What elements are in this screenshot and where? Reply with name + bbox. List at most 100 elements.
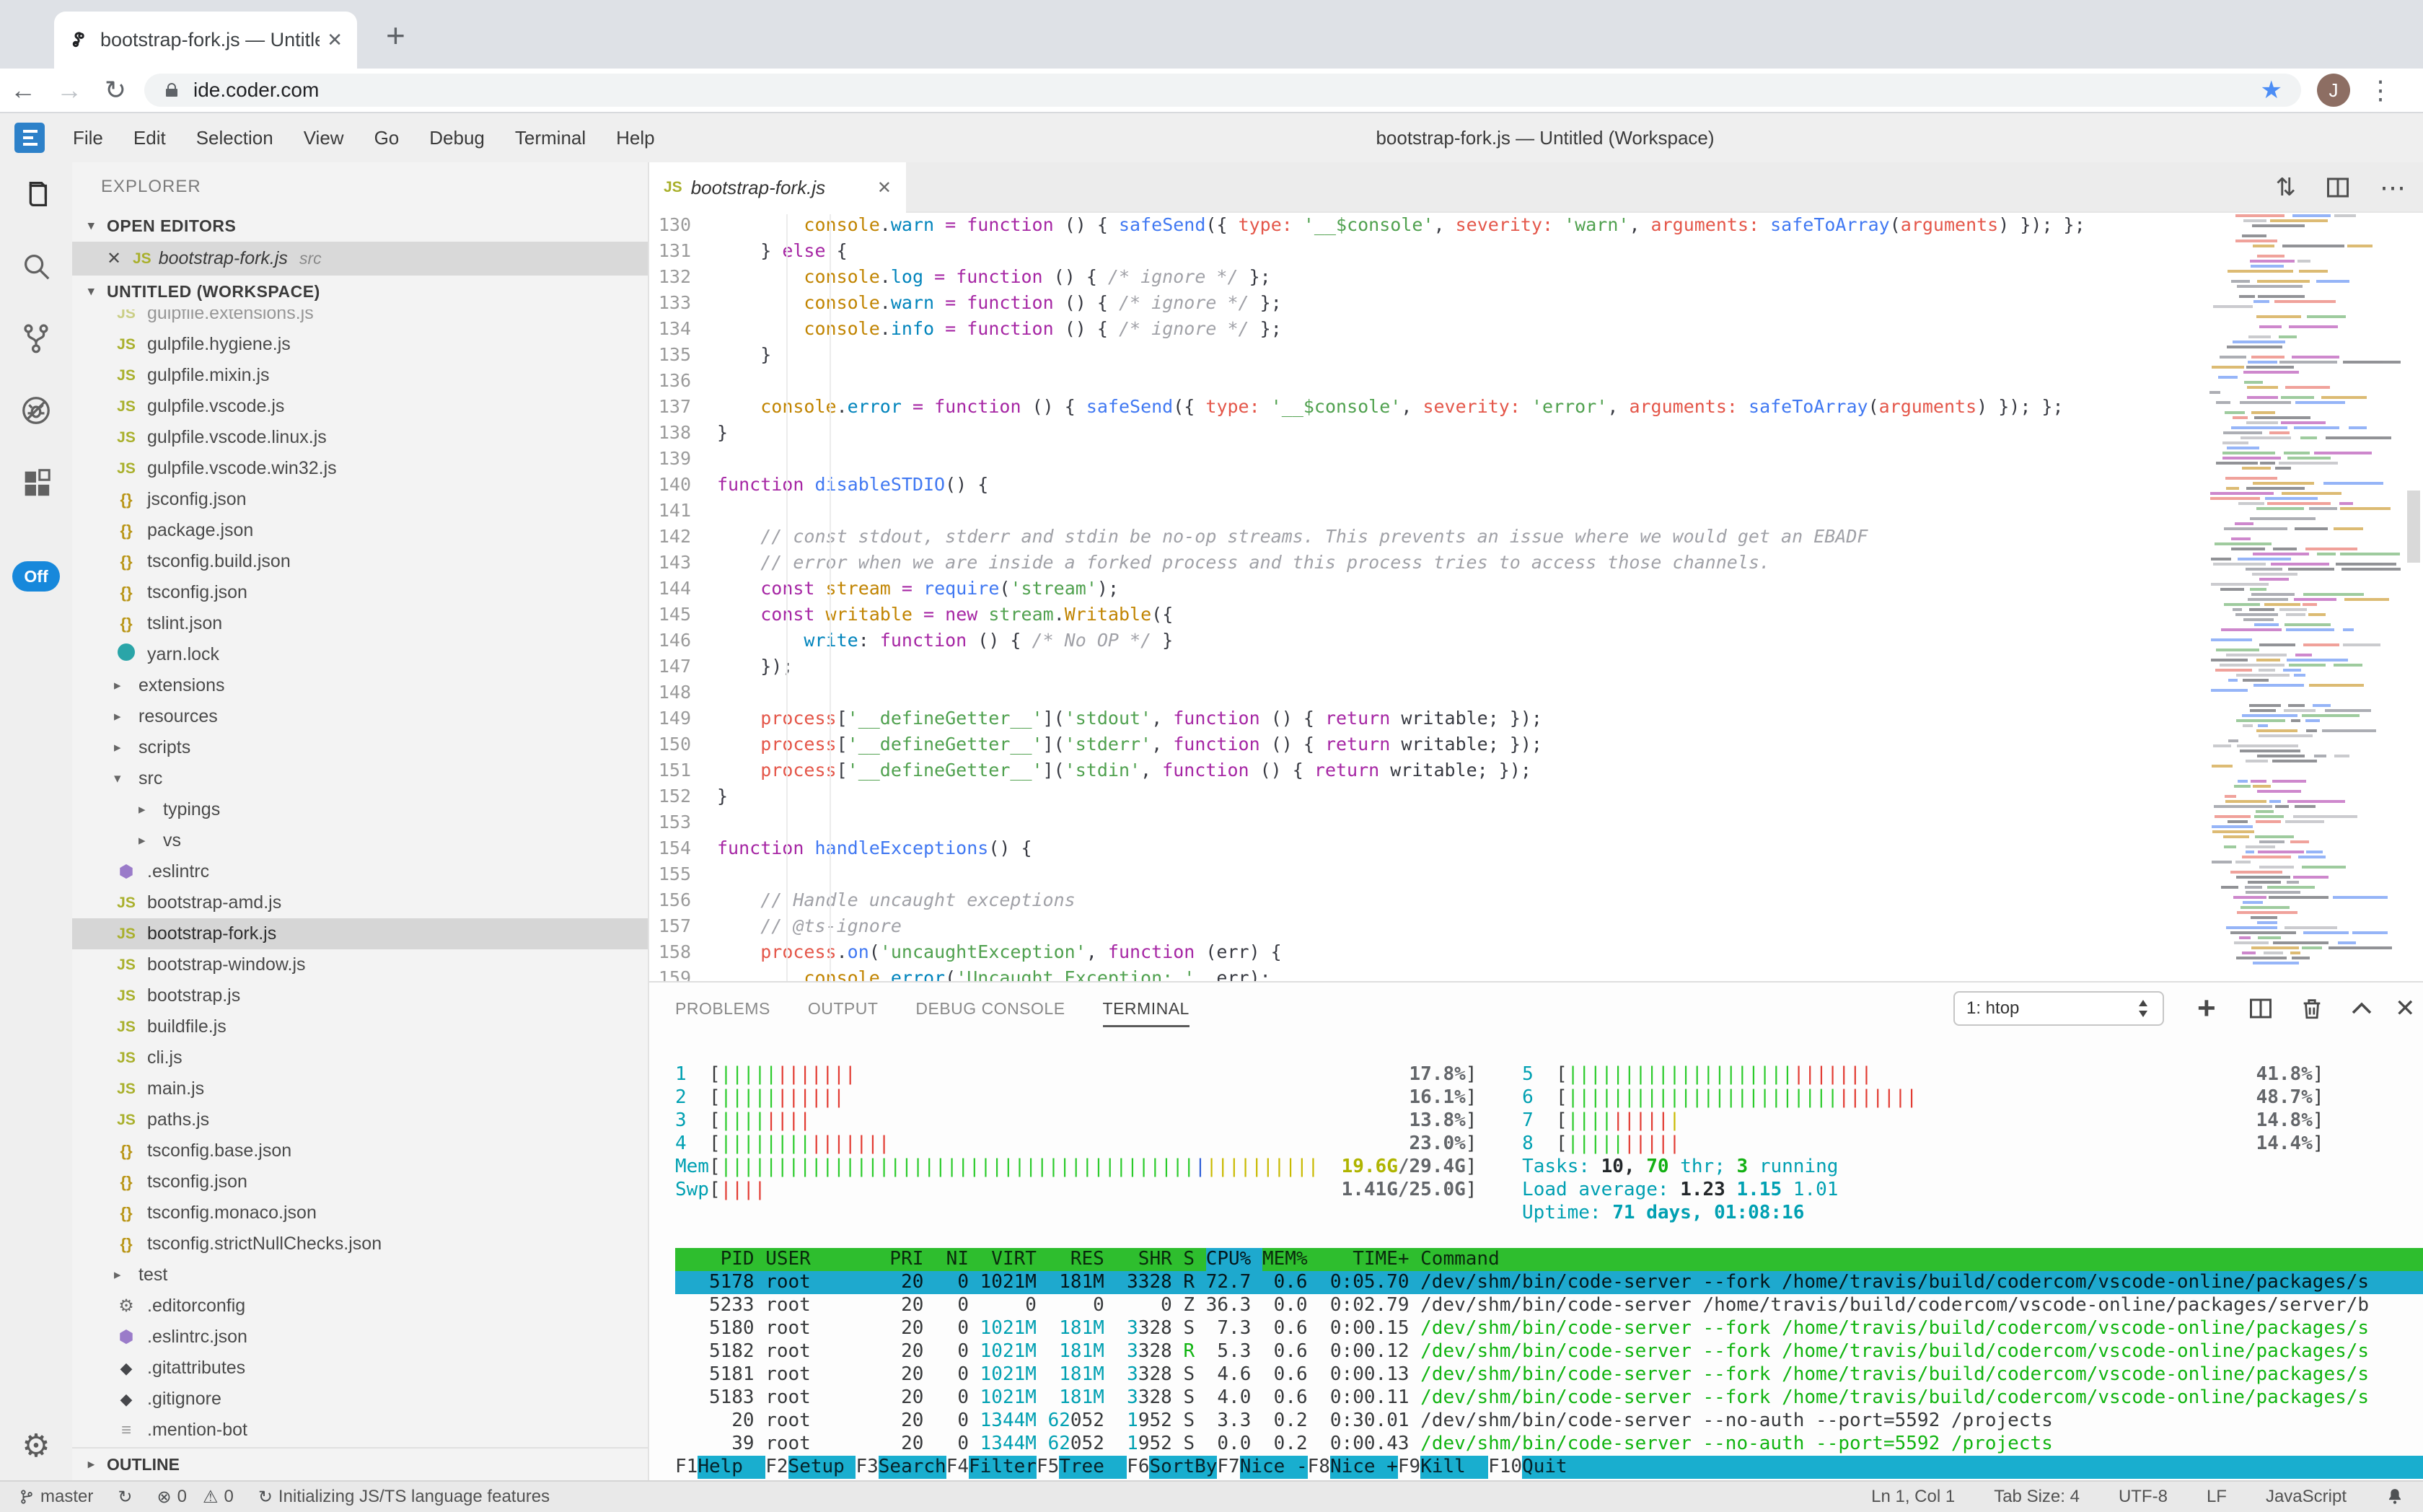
file-tree-item-.gitattributes[interactable]: ◆ .gitattributes <box>72 1353 648 1384</box>
debug-disabled-icon[interactable] <box>0 392 72 429</box>
file-tree-item-tsconfig.monaco.json[interactable]: {} tsconfig.monaco.json <box>72 1197 648 1228</box>
switch-editor-icon[interactable]: ⇅ <box>2275 174 2297 201</box>
file-tree-item-gulpfile.vscode.linux.js[interactable]: JS gulpfile.vscode.linux.js <box>72 422 648 453</box>
code-editor[interactable]: 130 console. warn = function () { safeSen… <box>649 214 2423 981</box>
source-control-icon[interactable] <box>0 320 72 357</box>
browser-menu-icon[interactable]: ⋮ <box>2367 75 2393 105</box>
file-tree-item-buildfile.js[interactable]: JS buildfile.js <box>72 1011 648 1042</box>
file-tree-item-bootstrap.js[interactable]: JS bootstrap.js <box>72 980 648 1011</box>
eol[interactable]: LF <box>2206 1487 2227 1506</box>
terminal-select[interactable]: 1: htop <box>1953 991 2164 1026</box>
code-line-132: 132 console. log = function () { /* ignor… <box>658 266 1271 287</box>
file-tree-item-.mention-bot[interactable]: ≡ .mention-bot <box>72 1415 648 1446</box>
file-tree-item-bootstrap-fork.js[interactable]: JS bootstrap-fork.js <box>72 918 648 949</box>
file-tree-item-cli.js[interactable]: JS cli.js <box>72 1042 648 1073</box>
file-tree-item-gulpfile.mixin.js[interactable]: JS gulpfile.mixin.js <box>72 360 648 391</box>
file-tree-item-test[interactable]: ▸ test <box>72 1260 648 1291</box>
menu-item-terminal[interactable]: Terminal <box>514 126 586 149</box>
language-mode[interactable]: JavaScript <box>2265 1487 2347 1506</box>
menu-item-file[interactable]: File <box>73 126 103 149</box>
kill-terminal-trash-icon[interactable] <box>2300 983 2324 1034</box>
menu-item-view[interactable]: View <box>303 126 344 149</box>
url-text: ide.coder.com <box>193 79 320 101</box>
cursor-position[interactable]: Ln 1, Col 1 <box>1871 1487 1956 1506</box>
file-tree-item-.eslintrc[interactable]: ⬢ .eslintrc <box>72 856 648 887</box>
encoding[interactable]: UTF-8 <box>2118 1487 2168 1506</box>
extensions-icon[interactable] <box>0 464 72 501</box>
close-panel-icon[interactable]: ✕ <box>2395 995 2416 1022</box>
branch-indicator[interactable]: master <box>19 1487 93 1507</box>
browser-tab[interactable]: bootstrap-fork.js — Untitled (V ✕ <box>54 12 357 69</box>
minimap[interactable] <box>2207 214 2409 977</box>
file-tree-item-tsconfig.json[interactable]: {} tsconfig.json <box>72 1166 648 1197</box>
file-tree-item-tslint.json[interactable]: {} tslint.json <box>72 608 648 639</box>
split-terminal-icon[interactable] <box>2248 983 2274 1034</box>
file-tree-item-gulpfile.vscode.js[interactable]: JS gulpfile.vscode.js <box>72 391 648 422</box>
open-editors-header[interactable]: ▾ OPEN EDITORS <box>88 216 237 235</box>
panel-tab-problems[interactable]: PROBLEMS <box>675 998 770 1018</box>
file-tree-item-package.json[interactable]: {} package.json <box>72 515 648 546</box>
file-tree-item-gulpfile.extensions.js[interactable]: JS gulpfile.extensions.js <box>72 309 648 329</box>
tab-close-icon[interactable]: ✕ <box>327 29 343 50</box>
bookmark-star-icon[interactable]: ★ <box>2260 76 2282 104</box>
workspace-header[interactable]: ▾ UNTITLED (WORKSPACE) <box>88 281 320 301</box>
off-badge[interactable]: Off <box>12 561 60 592</box>
file-tree-item-typings[interactable]: ▸ typings <box>72 794 648 825</box>
file-tree-item-bootstrap-window.js[interactable]: JS bootstrap-window.js <box>72 949 648 980</box>
tab-size[interactable]: Tab Size: 4 <box>1994 1487 2080 1506</box>
file-tree-item-.gitignore[interactable]: ◆ .gitignore <box>72 1384 648 1415</box>
problems-indicator[interactable]: ⊗ 0 ⚠ 0 <box>157 1487 234 1507</box>
language-status[interactable]: ↻ Initializing JS/TS language features <box>258 1487 550 1507</box>
file-tree-item-tsconfig.strictNullChecks.json[interactable]: {} tsconfig.strictNullChecks.json <box>72 1228 648 1260</box>
file-tree-item-resources[interactable]: ▸ resources <box>72 701 648 732</box>
panel-tab-terminal[interactable]: TERMINAL <box>1102 998 1190 1027</box>
menu-item-help[interactable]: Help <box>616 126 655 149</box>
bell-icon[interactable] <box>2385 1487 2404 1507</box>
panel-tab-debug-console[interactable]: DEBUG CONSOLE <box>915 998 1065 1018</box>
terminal[interactable]: 1 [||||| ||||||| 17.8%] 5 [||||||||||||||… <box>675 1063 2423 1479</box>
editor-tab[interactable]: JS bootstrap-fork.js ✕ <box>649 162 906 213</box>
file-tree-item-vs[interactable]: ▸ vs <box>72 825 648 856</box>
sync-button[interactable]: ↻ <box>118 1487 132 1508</box>
new-terminal-icon[interactable]: + <box>2197 990 2216 1026</box>
address-bar[interactable]: ide.coder.com ★ <box>144 74 2301 107</box>
editor-scrollbar[interactable] <box>2407 491 2420 563</box>
close-icon[interactable]: ✕ <box>107 249 122 268</box>
file-tree-item-bootstrap-amd.js[interactable]: JS bootstrap-amd.js <box>72 887 648 918</box>
file-tree-item-.eslintrc.json[interactable]: ⬢ .eslintrc.json <box>72 1322 648 1353</box>
reload-icon[interactable]: ↻ <box>104 75 127 105</box>
forward-icon[interactable]: → <box>56 75 82 105</box>
search-icon[interactable] <box>0 247 72 285</box>
tab-close-icon[interactable]: ✕ <box>876 177 892 198</box>
back-icon[interactable]: ← <box>10 75 36 105</box>
menu-item-debug[interactable]: Debug <box>429 126 485 149</box>
new-tab-button[interactable]: + <box>386 17 405 54</box>
split-editor-icon[interactable] <box>2325 175 2351 201</box>
file-tree-item-.editorconfig[interactable]: ⚙ .editorconfig <box>72 1291 648 1322</box>
menu-item-selection[interactable]: Selection <box>195 126 273 149</box>
file-tree-item-jsconfig.json[interactable]: {} jsconfig.json <box>72 484 648 515</box>
file-tree-item-scripts[interactable]: ▸ scripts <box>72 732 648 763</box>
menu-item-go[interactable]: Go <box>374 126 400 149</box>
file-tree-item-tsconfig.build.json[interactable]: {} tsconfig.build.json <box>72 546 648 577</box>
outline-section[interactable]: ▸ OUTLINE <box>72 1447 648 1480</box>
file-tree-item-tsconfig.json[interactable]: {} tsconfig.json <box>72 577 648 608</box>
file-tree-item-gulpfile.hygiene.js[interactable]: JS gulpfile.hygiene.js <box>72 329 648 360</box>
explorer-icon[interactable] <box>0 175 72 213</box>
open-editor-item[interactable]: ✕ JS bootstrap-fork.js src <box>72 242 648 276</box>
file-tree-item-src[interactable]: ▾ src <box>72 763 648 794</box>
file-tree-item-main.js[interactable]: JS main.js <box>72 1073 648 1104</box>
file-tree-item-yarn.lock[interactable]: yarn.lock <box>72 639 648 670</box>
settings-gear-icon[interactable]: ⚙ <box>22 1428 50 1464</box>
file-tree-item-gulpfile.vscode.win32.js[interactable]: JS gulpfile.vscode.win32.js <box>72 453 648 484</box>
maximize-panel-icon[interactable] <box>2349 983 2375 1034</box>
file-tree-item-paths.js[interactable]: JS paths.js <box>72 1104 648 1135</box>
menu-item-edit[interactable]: Edit <box>133 126 166 149</box>
file-tree[interactable]: JS gulpfile.extensions.js JS gulpfile.hygie… <box>72 309 648 1447</box>
profile-avatar[interactable]: J <box>2317 74 2350 107</box>
file-tree-item-extensions[interactable]: ▸ extensions <box>72 670 648 701</box>
file-name: test <box>138 1265 168 1285</box>
panel-tab-output[interactable]: OUTPUT <box>807 998 879 1018</box>
more-actions-icon[interactable]: ⋯ <box>2380 172 2406 202</box>
file-tree-item-tsconfig.base.json[interactable]: {} tsconfig.base.json <box>72 1135 648 1166</box>
